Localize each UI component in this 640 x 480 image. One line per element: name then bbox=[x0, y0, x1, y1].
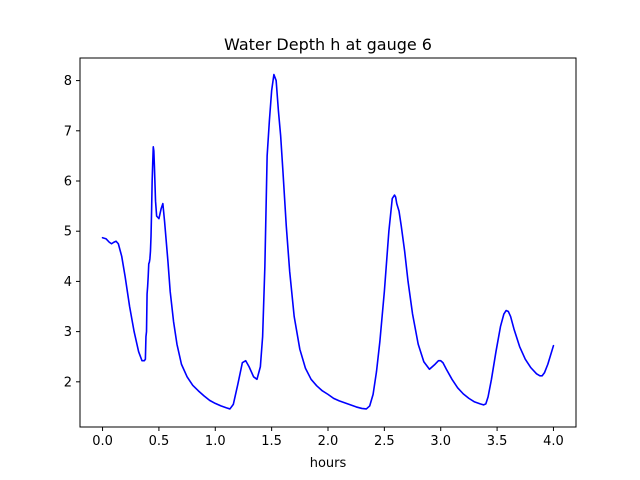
x-tick-label: 0.5 bbox=[149, 434, 170, 449]
x-axis-ticks: 0.0 0.5 1.0 1.5 2.0 2.5 3.0 3.5 4.0 bbox=[92, 427, 564, 449]
x-tick-label: 1.0 bbox=[205, 434, 226, 449]
axes-frame bbox=[79, 57, 577, 428]
y-tick-label: 8 bbox=[64, 74, 72, 89]
chart-title: Water Depth h at gauge 6 bbox=[224, 35, 432, 54]
x-tick-label: 4.0 bbox=[543, 434, 564, 449]
y-axis-ticks: 2 3 4 5 6 7 8 bbox=[64, 74, 80, 390]
y-tick-label: 5 bbox=[64, 225, 72, 240]
x-tick-label: 2.0 bbox=[318, 434, 339, 449]
series-line-0 bbox=[101, 73, 555, 410]
x-tick-label: 2.5 bbox=[374, 434, 395, 449]
x-tick-label: 0.0 bbox=[92, 434, 113, 449]
y-tick-label: 7 bbox=[64, 124, 72, 139]
x-tick-label: 3.0 bbox=[430, 434, 451, 449]
y-tick-label: 3 bbox=[64, 325, 72, 340]
x-axis-label: hours bbox=[310, 456, 347, 471]
x-tick-label: 3.5 bbox=[487, 434, 508, 449]
y-tick-label: 2 bbox=[64, 375, 72, 390]
plot-area bbox=[79, 57, 577, 428]
x-tick-label: 1.5 bbox=[261, 434, 282, 449]
y-tick-label: 4 bbox=[64, 275, 72, 290]
y-tick-label: 6 bbox=[64, 175, 72, 190]
